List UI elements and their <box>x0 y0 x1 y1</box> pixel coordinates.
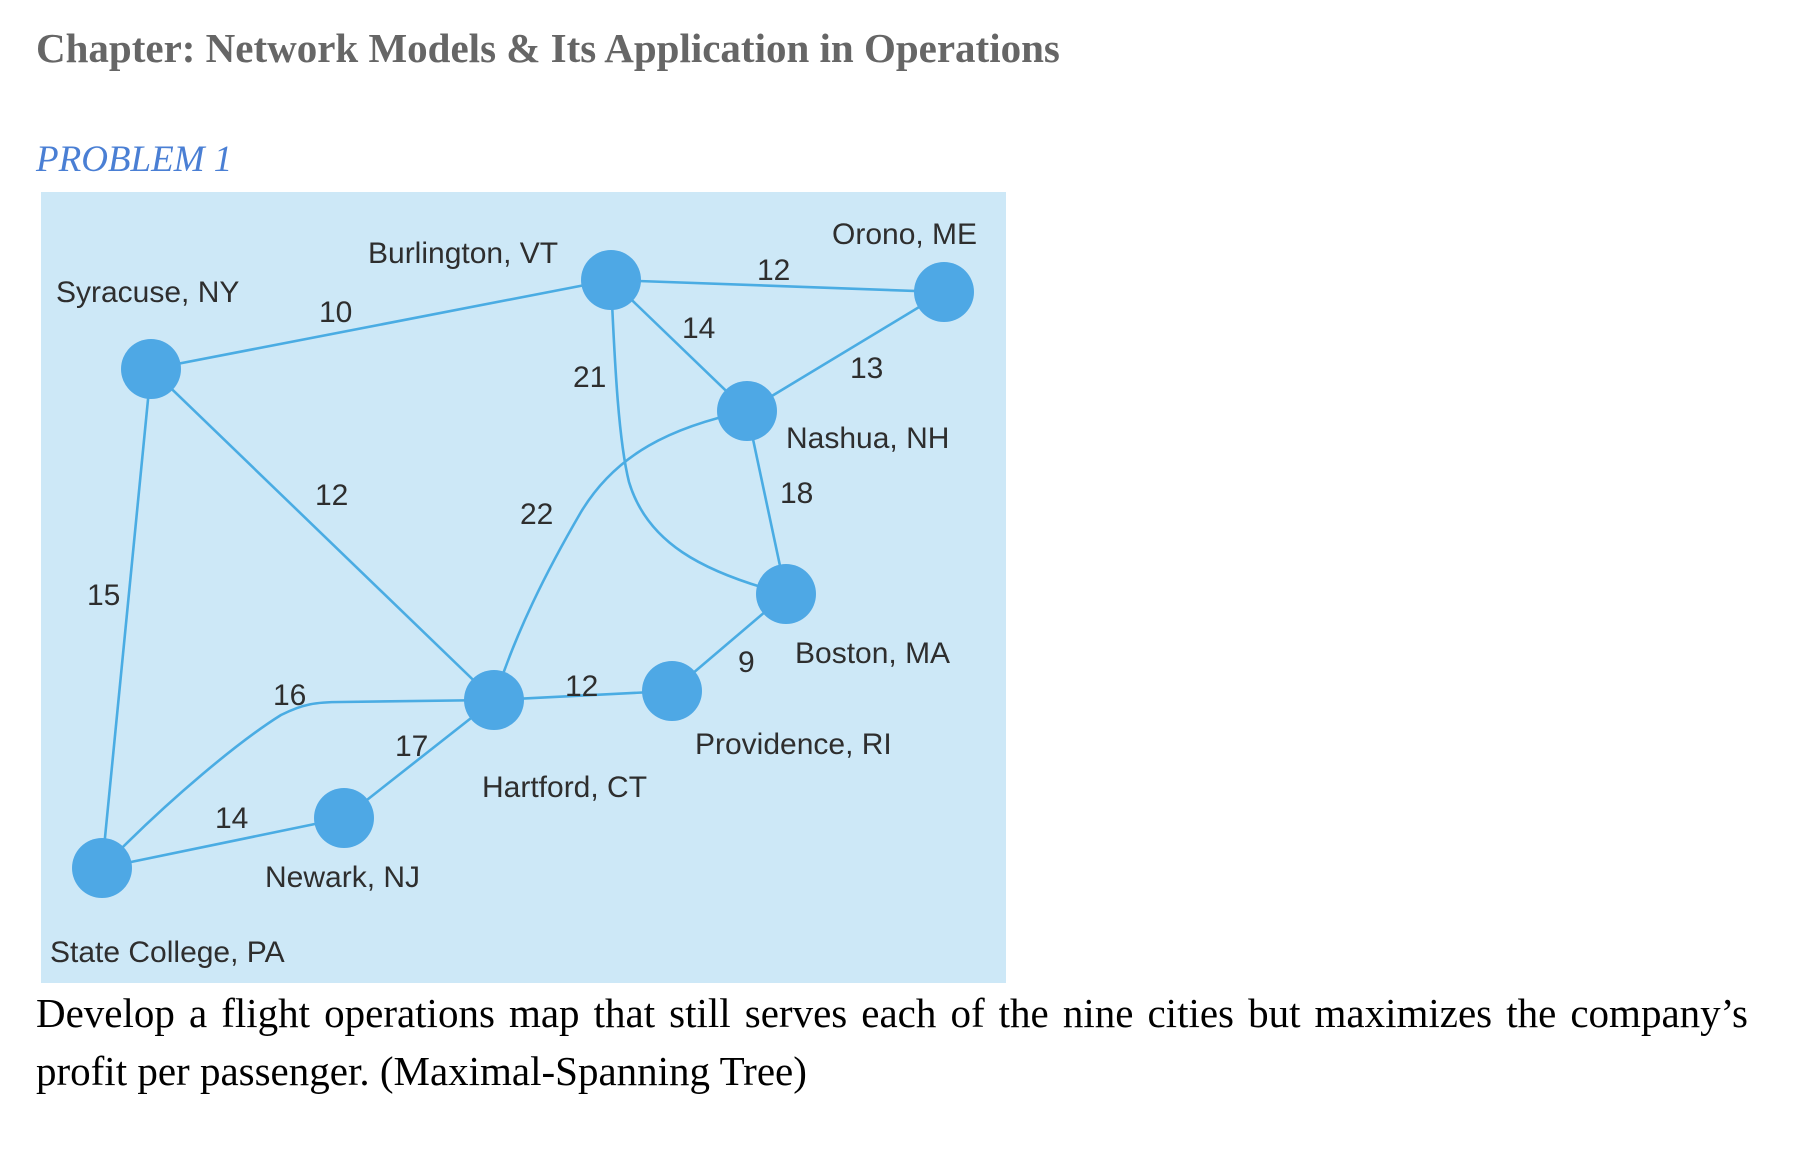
network-diagram: 10 12 14 21 13 12 22 18 15 12 9 16 17 14 Syracuse, NY… <box>41 192 1006 983</box>
edge-weight-label: 12 <box>757 254 790 287</box>
weight-label-layer: 10 12 14 21 13 12 22 18 15 12 9 16 17 14 <box>87 254 883 835</box>
city-node-hartford <box>464 670 524 730</box>
network-graph: 10 12 14 21 13 12 22 18 15 12 9 16 17 14 Syracuse, NY… <box>50 218 977 969</box>
chapter-title: Chapter: Network Models & Its Applicatio… <box>36 25 1060 71</box>
edge-weight-label: 16 <box>273 679 306 712</box>
edge-weight-label: 17 <box>395 730 428 763</box>
edge-weight-label: 10 <box>319 296 352 329</box>
city-label-syracuse: Syracuse, NY <box>56 276 239 309</box>
city-label-burlington: Burlington, VT <box>368 237 558 270</box>
city-label-providence: Providence, RI <box>695 728 892 761</box>
edge-weight-label: 18 <box>780 477 813 510</box>
edge-syracuse-hartford <box>150 368 495 701</box>
edge-state_college-newark <box>101 816 345 870</box>
city-node-burlington <box>581 250 641 310</box>
edge-burlington-orono <box>610 278 945 294</box>
edge-weight-label: 14 <box>682 312 715 345</box>
city-node-syracuse <box>121 339 181 399</box>
city-label-newark: Newark, NJ <box>265 861 420 894</box>
city-label-orono: Orono, ME <box>832 218 977 251</box>
edge-nashua-hartford <box>492 409 748 701</box>
city-node-providence <box>642 661 702 721</box>
city-node-state_college <box>72 838 132 898</box>
edge-burlington-nashua <box>610 279 748 412</box>
edge-weight-label: 15 <box>87 579 120 612</box>
edge-nashua-boston <box>745 410 788 595</box>
edge-weight-label: 22 <box>520 498 553 531</box>
edge-weight-label: 9 <box>738 646 755 679</box>
edge-orono-nashua <box>746 290 945 413</box>
edge-weight-label: 14 <box>215 802 248 835</box>
edge-state_college-hartford <box>101 698 495 869</box>
city-label-layer: Syracuse, NY Burlington, VT Orono, ME Nashu… <box>50 218 977 969</box>
city-label-nashua: Nashua, NH <box>786 422 949 455</box>
edge-newark-hartford <box>343 698 495 820</box>
edge-syracuse-state_college <box>100 368 153 869</box>
edge-weight-label: 21 <box>573 361 606 394</box>
city-node-nashua <box>717 381 777 441</box>
city-label-state_college: State College, PA <box>50 936 285 969</box>
node-layer <box>72 250 974 898</box>
edge-burlington-boston <box>609 279 787 596</box>
city-label-boston: Boston, MA <box>795 637 950 670</box>
edge-weight-label: 12 <box>565 670 598 703</box>
city-node-boston <box>756 564 816 624</box>
edge-weight-label: 13 <box>850 352 883 385</box>
city-label-hartford: Hartford, CT <box>482 771 647 804</box>
problem-statement: Develop a flight operations map that sti… <box>36 990 1748 1094</box>
edge-weight-label: 12 <box>315 479 348 512</box>
problem-heading: PROBLEM 1 <box>36 139 233 180</box>
edge-syracuse-burlington <box>150 278 612 371</box>
city-node-orono <box>914 262 974 322</box>
city-node-newark <box>314 788 374 848</box>
